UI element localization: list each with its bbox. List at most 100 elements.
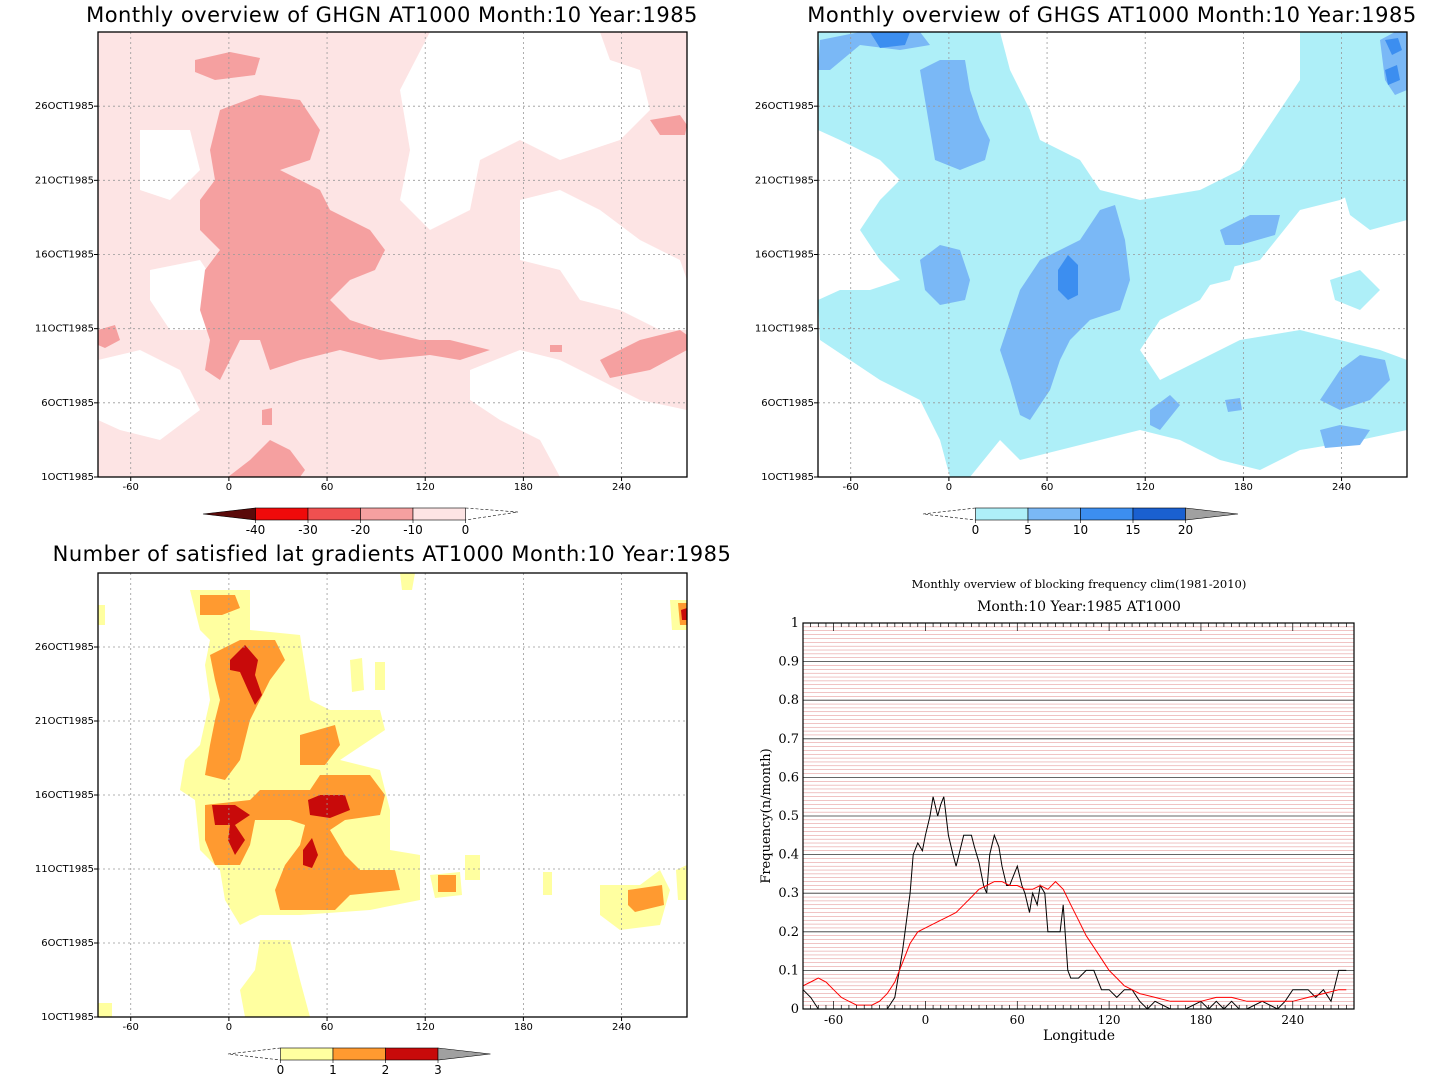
x-tick-label: 120 (1136, 482, 1155, 493)
y-tick-label: 1OCT1985 (41, 472, 94, 483)
blocking-series (802, 796, 1347, 1010)
x-tick-label: -60 (843, 482, 859, 493)
colorbar-label: 15 (1125, 523, 1140, 537)
lat-gradients-title: Number of satisfied lat gradients AT1000… (53, 542, 732, 566)
series-line-black (802, 796, 1347, 1010)
x-tick-label: 180 (514, 482, 533, 493)
colorbar-segment (307, 507, 361, 521)
colorbar-segment (975, 507, 1029, 521)
x-tick-label: 180 (514, 1022, 533, 1033)
colorbar-label: 3 (434, 1063, 442, 1077)
y-tick-label: 0.5 (778, 809, 799, 824)
blocking-gridlines (803, 622, 1354, 1010)
x-tick-label: -60 (123, 482, 139, 493)
series-line-red (802, 880, 1347, 1006)
y-tick-label: 6OCT1985 (41, 398, 94, 409)
y-tick-label: 16OCT1985 (755, 250, 814, 261)
lat-gradients-axes: -60 0 60 120 180 240 1OCT1985 6OCT1985 11OCT1985… (35, 642, 631, 1033)
y-tick-label: 26OCT1985 (755, 101, 814, 112)
colorbar-label: -30 (298, 523, 318, 537)
colorbar-segment (437, 1047, 491, 1061)
colorbar-segment (360, 507, 414, 521)
colorbar-label: 0 (462, 523, 470, 537)
x-tick-label: 60 (1010, 1013, 1025, 1027)
colorbar-open-end (922, 507, 976, 521)
x-tick-label: 240 (612, 1022, 631, 1033)
panel-ghgn: Monthly overview of GHGN AT1000 Month:10… (35, 3, 698, 537)
y-tick-label: 26OCT1985 (35, 642, 94, 653)
y-tick-label: 21OCT1985 (35, 175, 94, 186)
x-tick-label: 60 (321, 482, 334, 493)
y-tick-label: 21OCT1985 (35, 716, 94, 727)
panel-ghgs: Monthly overview of GHGS AT1000 Month:10… (755, 3, 1416, 537)
y-tick-label: 0.3 (778, 886, 799, 901)
colorbar-segment (1185, 507, 1239, 521)
blocking-subtitle: Month:10 Year:1985 AT1000 (977, 599, 1181, 615)
y-tick-label: 16OCT1985 (35, 790, 94, 801)
x-tick-label: 240 (1332, 482, 1351, 493)
blocking-axes: 0 0.1 0.2 0.3 0.4 0.5 0.6 0.7 0.8 0.9 1 -60 0 60 120 18… (778, 616, 1355, 1027)
y-tick-label: 16OCT1985 (35, 250, 94, 261)
colorbar-segment (1132, 507, 1186, 521)
y-tick-label: 0.9 (778, 655, 799, 670)
colorbar-segment (1080, 507, 1134, 521)
y-tick-label: 6OCT1985 (761, 398, 814, 409)
colorbar-label: 20 (1178, 523, 1193, 537)
colorbar-segment (332, 1047, 386, 1061)
y-tick-label: 11OCT1985 (35, 864, 94, 875)
colorbar-label: -10 (403, 523, 423, 537)
colorbar-segment (202, 507, 256, 521)
y-tick-label: 1 (791, 616, 799, 631)
x-tick-label: 0 (922, 1013, 930, 1027)
x-tick-label: 120 (416, 1022, 435, 1033)
colorbar-label: -20 (351, 523, 371, 537)
lat-gradients-colorbar: 0 1 2 3 (227, 1047, 491, 1077)
colorbar-label: 2 (382, 1063, 390, 1077)
colorbar-label: 0 (277, 1063, 285, 1077)
blocking-ylabel: Frequency(n/month) (759, 748, 774, 883)
y-tick-label: 0.7 (778, 732, 799, 747)
y-tick-label: 0.6 (778, 770, 799, 785)
x-tick-label: 240 (1281, 1013, 1304, 1027)
x-tick-label: 180 (1234, 482, 1253, 493)
x-tick-label: 60 (321, 1022, 334, 1033)
ghgn-gridlines (98, 32, 687, 477)
ghgn-colorbar: -40 -30 -20 -10 0 (202, 507, 519, 537)
panel-blocking-frequency: Monthly overview of blocking frequency c… (759, 577, 1355, 1044)
colorbar-segment (412, 507, 466, 521)
x-tick-label: 180 (1189, 1013, 1212, 1027)
colorbar-segment (280, 1047, 334, 1061)
ghgs-axes: -60 0 60 120 180 240 1OCT1985 6OCT1985 11OCT1985… (755, 101, 1351, 493)
x-tick-label: -60 (123, 1022, 139, 1033)
blocking-title: Monthly overview of blocking frequency c… (912, 577, 1247, 591)
x-tick-label: 0 (226, 1022, 232, 1033)
ghgn-axes: -60 0 60 120 180 240 1OCT1985 6OCT1985 11OCT1985… (35, 101, 631, 493)
ghgn-title: Monthly overview of GHGN AT1000 Month:10… (86, 3, 698, 27)
x-tick-label: 0 (946, 482, 952, 493)
lat-gradients-gridlines (98, 573, 687, 1017)
panel-lat-gradients: Number of satisfied lat gradients AT1000… (35, 542, 731, 1077)
x-tick-label: 240 (612, 482, 631, 493)
y-tick-label: 0 (791, 1002, 799, 1017)
colorbar-segment (1027, 507, 1081, 521)
colorbar-segment (385, 1047, 439, 1061)
x-tick-label: 0 (226, 482, 232, 493)
blocking-xlabel: Longitude (1043, 1028, 1115, 1044)
ghgs-title: Monthly overview of GHGS AT1000 Month:10… (807, 3, 1416, 27)
colorbar-segment (255, 507, 309, 521)
x-tick-label: 120 (1098, 1013, 1121, 1027)
ghgs-gridlines (818, 32, 1407, 477)
colorbar-label: 1 (329, 1063, 337, 1077)
y-tick-label: 11OCT1985 (755, 324, 814, 335)
y-tick-label: 21OCT1985 (755, 175, 814, 186)
colorbar-open-end (465, 507, 519, 521)
y-tick-label: 1OCT1985 (41, 1012, 94, 1023)
colorbar-label: 0 (972, 523, 980, 537)
y-tick-label: 1OCT1985 (761, 472, 814, 483)
y-tick-label: 11OCT1985 (35, 324, 94, 335)
y-tick-label: 0.1 (778, 963, 799, 978)
x-tick-label: -60 (824, 1013, 843, 1027)
x-tick-label: 60 (1041, 482, 1054, 493)
y-tick-label: 0.4 (778, 848, 799, 863)
